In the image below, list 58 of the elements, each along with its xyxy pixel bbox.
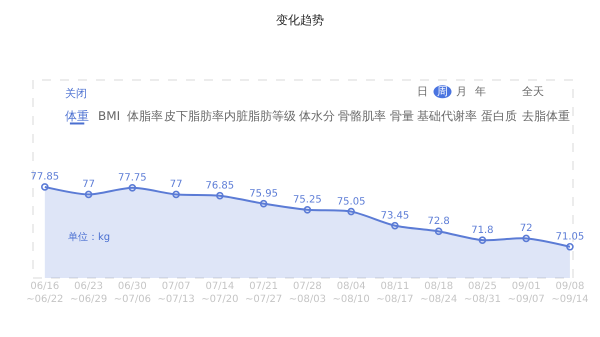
annotation: 关闭 bbox=[65, 87, 87, 100]
point bbox=[478, 236, 486, 244]
data-label: 77.85 bbox=[30, 172, 60, 183]
annotation: 体水分 bbox=[299, 109, 335, 123]
x-tick-label: 07/07 ~07/13 bbox=[158, 281, 195, 305]
data-label: 71.8 bbox=[471, 224, 494, 236]
annotation: 内脏脂肪等级 bbox=[224, 109, 296, 123]
annotation: BMI bbox=[98, 109, 120, 123]
x-tick-label: 06/16 ~06/22 bbox=[26, 281, 64, 305]
annotation: 周 bbox=[437, 85, 448, 98]
data-label: 73.45 bbox=[380, 210, 410, 222]
data-label: 75.25 bbox=[293, 194, 322, 206]
point bbox=[434, 228, 442, 236]
annotation: 全天 bbox=[522, 85, 544, 98]
point bbox=[84, 190, 92, 198]
x-tick-label: 08/04 ~08/10 bbox=[332, 281, 370, 305]
x-tick-label: 06/30 ~07/06 bbox=[114, 281, 151, 305]
annotation: 皮下脂肪率 bbox=[164, 109, 224, 123]
annotation: 体脂率 bbox=[127, 109, 163, 123]
data-label: 71.05 bbox=[556, 232, 584, 243]
x-tick-label: 06/23 ~06/29 bbox=[70, 281, 108, 305]
chart-title: 变化趋势 bbox=[276, 13, 324, 28]
data-label: 77.75 bbox=[118, 172, 147, 184]
data-label: 72.8 bbox=[428, 216, 450, 228]
point bbox=[41, 183, 49, 191]
annotation: 基础代谢率 bbox=[417, 109, 477, 123]
x-tick-label: 09/01 ~09/07 bbox=[508, 281, 545, 305]
x-tick-label: 08/18 ~08/24 bbox=[420, 281, 458, 305]
point bbox=[391, 222, 399, 230]
x-tick-label: 07/14 ~07/20 bbox=[201, 281, 238, 305]
point bbox=[522, 234, 530, 242]
point bbox=[216, 192, 224, 200]
point bbox=[566, 242, 574, 251]
point bbox=[347, 208, 355, 216]
annotation: 蛋白质 bbox=[481, 109, 517, 123]
annotation: 单位：kg bbox=[68, 231, 110, 243]
data-label: 77 bbox=[82, 179, 95, 190]
data-label: 75.05 bbox=[336, 196, 366, 208]
point bbox=[172, 190, 180, 198]
annotation: 体重 bbox=[65, 109, 89, 123]
x-tick-label: 08/25 ~08/31 bbox=[464, 281, 502, 305]
data-label: 72 bbox=[520, 223, 533, 234]
annotation: 骨骼肌率 bbox=[338, 109, 386, 123]
point bbox=[260, 200, 268, 208]
x-tick-label: 07/28 ~08/03 bbox=[288, 281, 326, 305]
x-tick-label: 08/11 ~08/17 bbox=[376, 281, 414, 305]
x-tick-label: 07/21 ~07/27 bbox=[245, 281, 282, 305]
annotation: 日 bbox=[417, 85, 428, 98]
annotation: 去脂体重 bbox=[522, 109, 570, 123]
data-label: 77 bbox=[170, 179, 182, 190]
data-label: 76.85 bbox=[206, 180, 234, 192]
annotation: 骨量 bbox=[390, 109, 414, 123]
annotation: 月 bbox=[456, 85, 467, 98]
point bbox=[304, 206, 312, 214]
data-label: 75.95 bbox=[249, 188, 278, 200]
annotation: 年 bbox=[475, 85, 486, 98]
point bbox=[128, 184, 136, 192]
x-tick-label: 09/08 ~09/14 bbox=[551, 281, 589, 305]
